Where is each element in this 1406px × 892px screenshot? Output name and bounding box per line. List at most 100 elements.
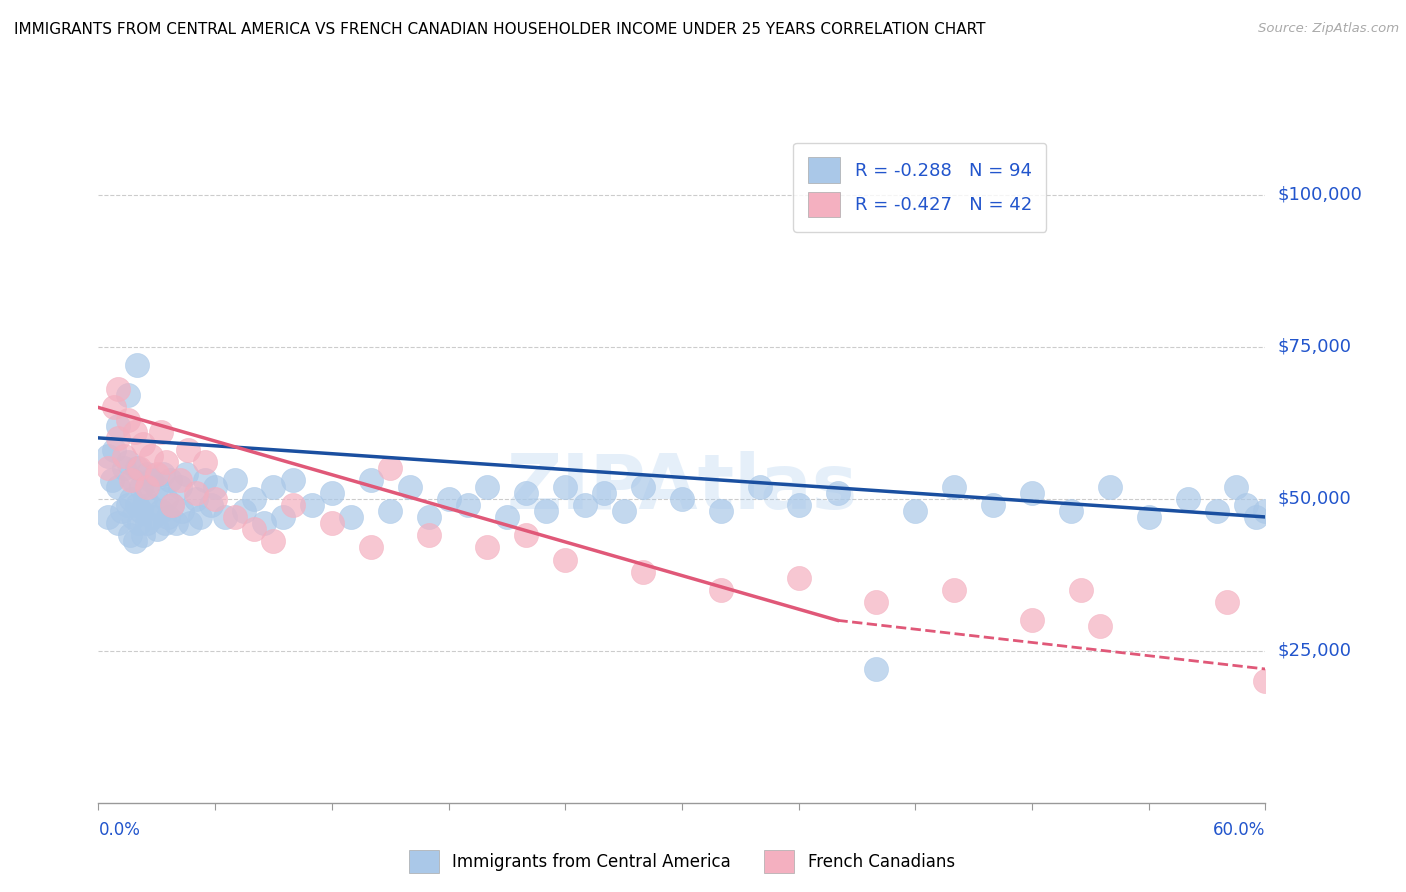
Point: [204, 491, 226, 506]
Point: [477, 479, 499, 493]
Point: [360, 474, 382, 488]
Point: [981, 498, 1004, 512]
Point: [117, 412, 139, 426]
Point: [710, 504, 733, 518]
Point: [112, 449, 135, 463]
Point: [1070, 582, 1092, 597]
Text: ZIPAtlas: ZIPAtlas: [506, 451, 858, 525]
Point: [1244, 510, 1267, 524]
Point: [177, 443, 200, 458]
Point: [194, 455, 217, 469]
Point: [904, 504, 927, 518]
Point: [1060, 504, 1083, 518]
Point: [1137, 510, 1160, 524]
Point: [515, 528, 537, 542]
Point: [132, 528, 155, 542]
Point: [1088, 619, 1111, 633]
Point: [748, 479, 770, 493]
Point: [162, 498, 184, 512]
Point: [631, 565, 654, 579]
Point: [169, 479, 191, 493]
Point: [97, 449, 120, 463]
Legend: Immigrants from Central America, French Canadians: Immigrants from Central America, French …: [401, 841, 963, 881]
Point: [574, 498, 596, 512]
Point: [321, 485, 343, 500]
Point: [122, 474, 145, 488]
Point: [194, 474, 217, 488]
Point: [243, 522, 266, 536]
Point: [124, 534, 146, 549]
Point: [1098, 479, 1121, 493]
Point: [111, 504, 134, 518]
Point: [159, 474, 181, 488]
Point: [787, 498, 810, 512]
Point: [253, 516, 276, 530]
Point: [129, 504, 152, 518]
Point: [122, 510, 145, 524]
Point: [142, 510, 165, 524]
Point: [1021, 485, 1043, 500]
Point: [1021, 613, 1043, 627]
Point: [146, 479, 169, 493]
Point: [117, 498, 139, 512]
Point: [128, 461, 150, 475]
Point: [495, 510, 517, 524]
Point: [515, 485, 537, 500]
Text: Source: ZipAtlas.com: Source: ZipAtlas.com: [1258, 22, 1399, 36]
Point: [233, 504, 256, 518]
Point: [179, 516, 201, 530]
Point: [107, 382, 129, 396]
Point: [204, 479, 226, 493]
Point: [271, 510, 294, 524]
Point: [360, 541, 382, 555]
Point: [865, 662, 887, 676]
Point: [157, 510, 180, 524]
Point: [437, 491, 460, 506]
Text: $100,000: $100,000: [1277, 186, 1362, 203]
Point: [129, 479, 152, 493]
Point: [165, 516, 187, 530]
Point: [107, 516, 129, 530]
Point: [865, 595, 887, 609]
Point: [136, 479, 159, 493]
Point: [281, 474, 304, 488]
Point: [103, 443, 125, 458]
Point: [224, 474, 246, 488]
Point: [139, 474, 162, 488]
Point: [127, 498, 149, 512]
Point: [170, 504, 193, 518]
Point: [534, 504, 557, 518]
Point: [398, 479, 420, 493]
Point: [943, 479, 966, 493]
Point: [262, 534, 284, 549]
Text: $25,000: $25,000: [1277, 641, 1351, 660]
Point: [136, 516, 159, 530]
Point: [103, 401, 125, 415]
Point: [174, 467, 197, 482]
Point: [127, 358, 149, 372]
Point: [146, 467, 169, 482]
Point: [418, 528, 440, 542]
Point: [132, 437, 155, 451]
Point: [117, 455, 139, 469]
Point: [214, 510, 236, 524]
Point: [188, 510, 211, 524]
Text: $50,000: $50,000: [1277, 490, 1351, 508]
Point: [155, 455, 177, 469]
Point: [1225, 479, 1247, 493]
Point: [101, 474, 124, 488]
Point: [477, 541, 499, 555]
Point: [301, 498, 323, 512]
Text: IMMIGRANTS FROM CENTRAL AMERICA VS FRENCH CANADIAN HOUSEHOLDER INCOME UNDER 25 Y: IMMIGRANTS FROM CENTRAL AMERICA VS FRENC…: [14, 22, 986, 37]
Point: [554, 552, 576, 566]
Point: [200, 498, 222, 512]
Point: [107, 431, 129, 445]
Point: [827, 485, 849, 500]
Text: 60.0%: 60.0%: [1213, 821, 1265, 838]
Point: [162, 498, 184, 512]
Point: [671, 491, 693, 506]
Point: [169, 474, 191, 488]
Point: [457, 498, 479, 512]
Point: [117, 388, 139, 402]
Point: [184, 491, 207, 506]
